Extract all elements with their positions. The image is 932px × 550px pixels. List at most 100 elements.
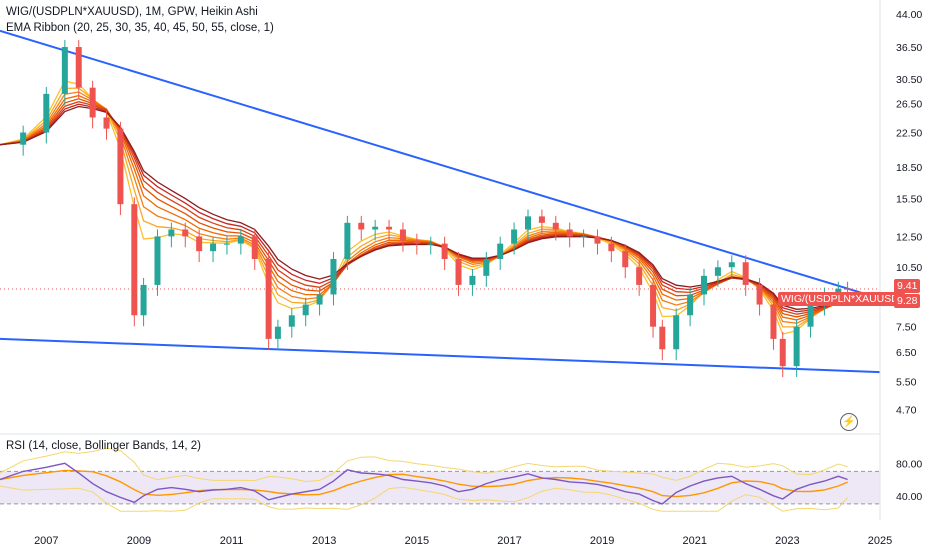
bb-upper-line [0,447,848,483]
candle [441,243,448,260]
time-tick-label: 2017 [497,535,521,547]
time-tick-label: 2019 [590,535,614,547]
candle [455,259,462,285]
lightning-icon[interactable]: ⚡ [840,413,858,431]
candle [103,117,110,129]
time-tick-label: 2013 [312,535,336,547]
price-tick-label: 12.50 [896,231,922,243]
trendlines [0,29,881,374]
bb-lower-line [0,485,848,512]
candle [779,338,786,367]
candle [511,229,518,244]
time-tick-label: 2025 [868,535,892,547]
ema-line-20 [0,80,848,335]
rsi-line [0,462,848,505]
candle [538,216,545,223]
candle [469,275,476,285]
last-price-label: 9.28 [894,294,921,308]
candle [154,236,161,285]
price-tick-label: 36.50 [896,42,922,54]
rsi-legend[interactable]: RSI (14, close, Bollinger Bands, 14, 2) [6,440,201,452]
price-tick-label: 10.50 [896,262,922,274]
candle [210,243,217,252]
chart-legend-title[interactable]: WIG/(USDPLN*XAUUSD), 1M, GPW, Heikin Ash… [6,6,258,18]
candle [43,93,50,133]
candle [742,262,749,285]
ema-line-40 [0,98,848,318]
ema-ribbon-legend[interactable]: EMA Ribbon (20, 25, 30, 35, 40, 45, 50, … [6,22,274,34]
candle [650,284,657,327]
candle [196,236,203,252]
price-tick-label: 4.70 [896,404,917,416]
candle [427,243,434,245]
price-tick-label: 7.50 [896,322,917,334]
candle [358,222,365,230]
candle [140,284,147,316]
candle [61,47,68,94]
candle [844,288,851,290]
rsi-plot [0,447,848,512]
symbol-price-label: WIG/(USDPLN*XAUUSD) [778,292,906,306]
ema-line-25 [0,87,848,328]
candle [237,236,244,244]
candle [622,251,629,268]
price-tick-label: 30.50 [896,74,922,86]
trendline-upper [0,29,881,300]
ema-line-30 [0,91,848,324]
time-tick-label: 2021 [682,535,706,547]
candle [793,326,800,367]
candle [302,304,309,316]
candle [386,226,393,230]
candle [372,226,379,230]
candle [288,315,295,327]
candle [168,229,175,237]
ema-line-45 [0,101,848,315]
candle [413,240,420,244]
candle [566,229,573,237]
candle [399,229,406,241]
candle [316,294,323,305]
candle [330,259,337,295]
candle [756,284,763,305]
time-tick-label: 2009 [127,535,151,547]
high-price-label: 9.41 [894,279,921,293]
candle [497,243,504,260]
time-tick-label: 2023 [775,535,799,547]
candle [636,267,643,285]
candle [75,47,82,88]
time-tick-label: 2011 [220,535,244,547]
candle [580,236,587,238]
trendline-lower [0,337,881,374]
candle [251,236,258,260]
rsi-tick-label: 80.00 [896,458,922,470]
candle [714,267,721,276]
candle [770,304,777,339]
price-tick-label: 26.50 [896,99,922,111]
ema-line-55 [0,105,848,310]
candle [728,262,735,268]
candle [274,326,281,339]
candle [525,216,531,230]
time-tick-label: 2007 [34,535,58,547]
candle [344,222,351,260]
candles [20,40,851,378]
price-tick-label: 44.00 [896,9,922,21]
candle [608,243,615,252]
candle [89,87,96,118]
candle [659,326,666,350]
price-tick-label: 5.50 [896,377,917,389]
bb-middle-line [0,469,848,498]
candle [687,294,694,316]
price-tick-label: 18.50 [896,162,922,174]
candle [552,222,559,230]
candle [835,288,842,295]
candle [807,304,814,327]
ema-line-35 [0,94,848,321]
candle [223,243,230,245]
candle [673,315,680,350]
price-tick-label: 22.50 [896,128,922,140]
time-tick-label: 2015 [405,535,429,547]
candle [265,259,272,339]
